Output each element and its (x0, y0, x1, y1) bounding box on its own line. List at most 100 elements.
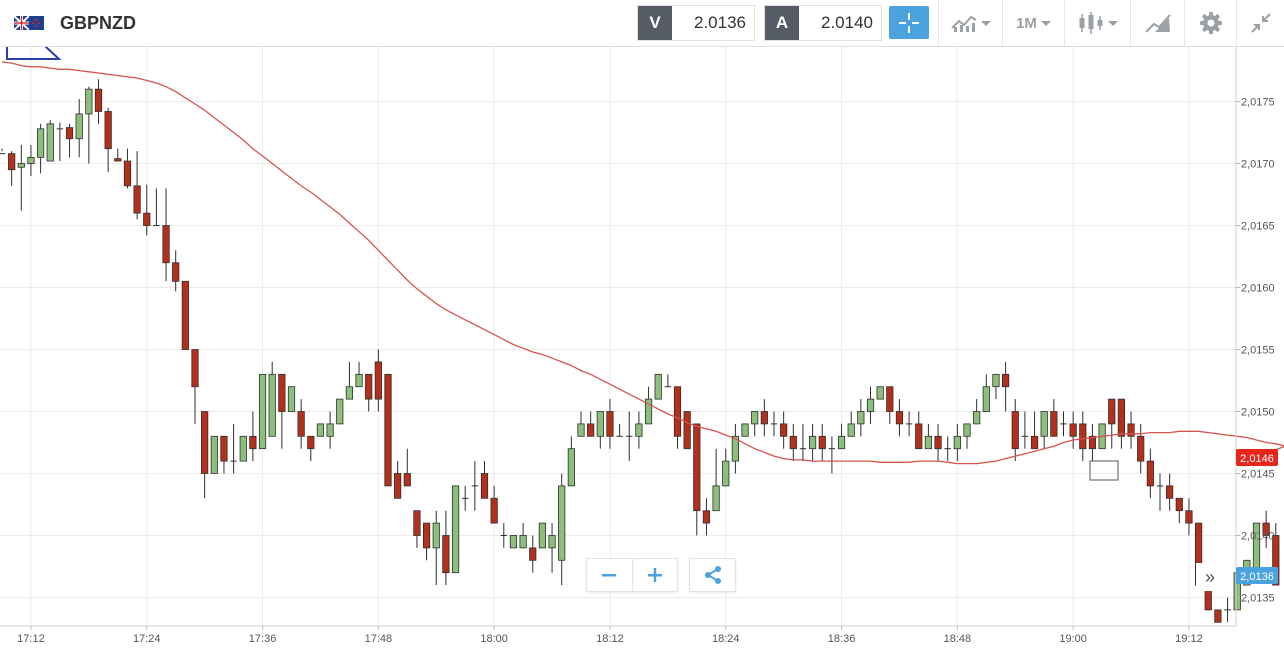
scroll-to-latest-button[interactable]: » (1196, 563, 1224, 591)
candle-up (596, 411, 604, 449)
zoom-out-button[interactable] (587, 559, 632, 591)
candle-body (172, 262, 180, 282)
candle-up (210, 435, 218, 474)
candle-down (1117, 398, 1125, 449)
candle-body (365, 373, 373, 400)
candle-body (992, 373, 1000, 388)
bid-price: 2.0136 (672, 6, 754, 40)
candle-down (1146, 448, 1154, 499)
candle-down (8, 151, 16, 186)
candle-up (355, 361, 363, 388)
minus-icon (602, 574, 617, 577)
candle-style-menu[interactable] (1064, 0, 1130, 46)
chart-toolbar: GBPNZD V 2.0136 A 2.0140 1M (0, 0, 1284, 47)
time-tick-label: 18:48 (944, 633, 972, 645)
candle-body (490, 497, 498, 524)
bid-price-box[interactable]: V 2.0136 (637, 5, 755, 41)
candle-body (65, 127, 74, 140)
share-icon (704, 566, 721, 584)
candle-down (181, 280, 189, 350)
candlestick-icon (1079, 12, 1102, 34)
ask-price-box[interactable]: A 2.0140 (764, 5, 882, 41)
candle-body (789, 435, 797, 450)
timeframe-menu[interactable]: 1M (1002, 0, 1064, 46)
candle-body (741, 423, 749, 437)
candle-body (384, 373, 392, 487)
candle-body (731, 435, 740, 462)
candle-up (635, 411, 643, 449)
candle-down (94, 79, 103, 124)
candle-body (297, 411, 305, 437)
chevron-down-icon (980, 20, 991, 26)
candle-up (847, 411, 855, 437)
candle-body (394, 473, 402, 499)
candle-body (114, 158, 122, 162)
candle-body (548, 535, 556, 549)
price-tick-label: 2,0150 (1241, 407, 1275, 419)
candle-up (567, 436, 575, 487)
candle-body (104, 111, 112, 150)
candle-down (1050, 399, 1058, 437)
price-tick-label: 2,0140 (1241, 530, 1275, 542)
plus-icon (647, 568, 662, 582)
candle-up (973, 399, 981, 425)
share-button[interactable] (689, 558, 736, 592)
gear-icon (1199, 12, 1222, 34)
candle-up (1021, 411, 1029, 449)
zoom-in-button[interactable] (631, 559, 678, 591)
chart-type-menu[interactable] (938, 0, 1002, 46)
candle-up (1156, 473, 1164, 511)
candle-body (895, 411, 904, 425)
candle-body (760, 411, 768, 425)
candle-up (239, 435, 247, 462)
candle-body (355, 373, 363, 388)
candle-body (1040, 411, 1048, 437)
candle-down (818, 423, 826, 462)
candle-body (123, 160, 132, 187)
candle-body (1175, 497, 1183, 512)
candle-body (818, 435, 826, 450)
candle-up (799, 423, 807, 462)
selected-candle-marker (1089, 460, 1119, 481)
crosshair-button[interactable] (889, 6, 929, 39)
candle-down (374, 349, 382, 412)
candle-down (403, 448, 411, 487)
candle-body (587, 423, 595, 437)
candle-down (1011, 399, 1019, 462)
candle-body (596, 411, 604, 437)
candle-down (702, 498, 711, 536)
candle-up (905, 411, 913, 437)
candle-down (915, 411, 923, 450)
time-tick-label: 17:24 (133, 633, 161, 645)
collapse-button[interactable] (1236, 0, 1284, 46)
candle-body (1030, 435, 1039, 450)
candle-body (201, 411, 209, 474)
time-tick-label: 18:24 (712, 633, 740, 645)
candle-body (722, 460, 730, 487)
candle-body (162, 225, 170, 264)
candle-down (297, 399, 305, 449)
candlestick-chart[interactable]: 2,0175 2,0170 2,0165 2,0160 2,0155 2,0150 2,01… (0, 47, 1284, 656)
settings-button[interactable] (1184, 0, 1236, 46)
chart-area-icon (950, 15, 977, 32)
candle-body (606, 411, 614, 437)
zoom-controls (586, 558, 678, 592)
ma-price-label: 2,0146 (1240, 453, 1274, 465)
candle-up (644, 386, 653, 425)
candle-body (442, 535, 450, 574)
candle-up (509, 535, 518, 549)
candle-down (1030, 411, 1039, 450)
candle-down (442, 510, 450, 586)
candle-up (37, 123, 45, 174)
candle-body (953, 435, 961, 450)
candle-down (249, 411, 257, 462)
drawing-tools-button[interactable] (1130, 0, 1184, 46)
ask-label: A (765, 6, 799, 40)
candle-body (577, 423, 585, 437)
candle-up (626, 411, 633, 462)
candle-down (413, 510, 421, 548)
candle-up (1060, 411, 1067, 437)
moving-average-line (1, 61, 1284, 465)
candle-body (336, 398, 344, 425)
candle-body (37, 128, 45, 158)
